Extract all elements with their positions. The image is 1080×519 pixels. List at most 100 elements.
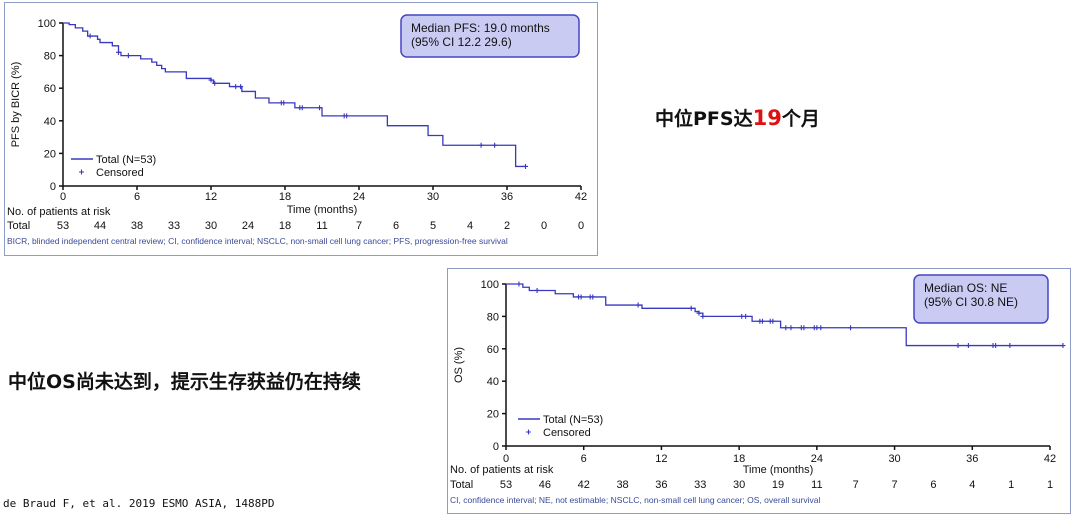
risk-table-title: No. of patients at risk [7, 206, 111, 218]
censor-mark [965, 343, 971, 349]
y-tick-label: 80 [44, 51, 56, 63]
censor-mark [700, 313, 706, 319]
pfs-annotation: 中位PFS达19个月 [655, 104, 820, 131]
risk-count: 2 [504, 220, 510, 232]
legend-total: Total (N=53) [96, 154, 156, 166]
y-tick-label: 60 [44, 83, 56, 95]
x-tick-label: 18 [279, 191, 291, 203]
risk-count: 33 [168, 220, 180, 232]
median-box-text: Median OS: NE [924, 281, 1007, 295]
censor-mark [238, 84, 244, 90]
risk-count: 30 [733, 479, 745, 491]
censor-mark [578, 294, 584, 300]
censor-mark [299, 105, 305, 111]
risk-count: 18 [279, 220, 291, 232]
y-axis-label: OS (%) [453, 347, 465, 383]
censor-mark [208, 77, 214, 83]
risk-count: 53 [57, 220, 69, 232]
censor-mark [955, 343, 961, 349]
risk-count: 4 [467, 220, 473, 232]
censor-mark [478, 142, 484, 148]
risk-table-title: No. of patients at risk [450, 464, 554, 476]
risk-count: 1 [1008, 479, 1014, 491]
risk-count: 46 [539, 479, 551, 491]
risk-count: 11 [316, 220, 327, 232]
x-tick-label: 24 [811, 453, 823, 465]
median-box-text: (95% CI 30.8 NE) [924, 295, 1018, 309]
risk-count: 36 [655, 479, 667, 491]
risk-count: 1 [1047, 479, 1053, 491]
censor-mark [534, 287, 540, 293]
median-box-text: (95% CI 12.2 29.6) [411, 35, 512, 49]
censor-mark [993, 343, 999, 349]
risk-count: 6 [393, 220, 399, 232]
censor-mark [818, 325, 824, 331]
censor-mark [125, 53, 131, 59]
censor-mark [848, 325, 854, 331]
risk-count: 19 [772, 479, 784, 491]
os-annotation: 中位OS尚未达到，提示生存获益仍在持续 [8, 371, 361, 393]
censor-mark [523, 163, 528, 169]
censor-mark [788, 325, 794, 331]
risk-count: 42 [578, 479, 590, 491]
x-tick-label: 0 [503, 453, 509, 465]
pfs-annotation-suffix: 个月 [781, 108, 820, 130]
os-chart-panel: 0 20 40 60 80 100 0 6 12 18 24 30 36 42 OS (%) Time (mo… [447, 268, 1071, 514]
x-tick-label: 12 [655, 453, 667, 465]
censor-mark [783, 325, 789, 331]
x-tick-label: 6 [134, 191, 140, 203]
y-tick-label: 0 [493, 441, 499, 453]
median-box-text: Median PFS: 19.0 months [411, 21, 550, 35]
y-tick-label: 40 [487, 376, 499, 388]
risk-count: 30 [205, 220, 217, 232]
pfs-chart-panel: 0 20 40 60 80 100 0 6 12 18 24 30 36 42 PFS by BICR (%… [4, 2, 598, 256]
censor-mark [759, 318, 765, 324]
y-tick-label: 20 [487, 409, 499, 421]
censor-mark [87, 33, 93, 39]
risk-row-label: Total [7, 220, 30, 232]
censor-mark [770, 318, 776, 324]
km-curve [63, 22, 526, 168]
censor-mark [801, 325, 807, 331]
censor-mark [492, 142, 498, 148]
legend-censor-icon [79, 169, 84, 175]
risk-count: 7 [892, 479, 898, 491]
x-tick-label: 36 [966, 453, 978, 465]
x-tick-label: 30 [888, 453, 900, 465]
censor-mark [516, 281, 522, 287]
risk-count: 0 [578, 220, 584, 232]
censor-mark [696, 310, 702, 316]
legend-total: Total (N=53) [543, 414, 603, 426]
y-tick-label: 100 [38, 18, 56, 30]
footnote: CI, confidence interval; NE, not estimab… [450, 495, 820, 505]
risk-count: 38 [131, 220, 143, 232]
risk-row-label: Total [450, 479, 473, 491]
x-axis-label: Time (months) [287, 204, 358, 216]
os-chart: 0 20 40 60 80 100 0 6 12 18 24 30 36 42 OS (%) Time (mo… [450, 274, 1066, 505]
risk-count: 4 [969, 479, 975, 491]
censor-mark [116, 49, 121, 55]
x-tick-label: 18 [733, 453, 745, 465]
risk-count: 24 [242, 220, 254, 232]
y-tick-label: 80 [487, 311, 499, 323]
x-tick-label: 6 [581, 453, 587, 465]
x-axis-label: Time (months) [743, 464, 814, 476]
pfs-annotation-number: 19 [752, 106, 782, 130]
risk-count: 38 [616, 479, 628, 491]
x-tick-label: 42 [575, 191, 587, 203]
x-tick-label: 42 [1044, 453, 1056, 465]
censor-mark [317, 105, 323, 111]
y-tick-label: 0 [50, 181, 56, 193]
citation: de Braud F, et al. 2019 ESMO ASIA, 1488P… [3, 497, 275, 510]
median-box [400, 14, 580, 58]
x-tick-label: 12 [205, 191, 217, 203]
risk-count: 5 [430, 220, 436, 232]
legend-censored: Censored [543, 427, 591, 439]
risk-count: 53 [500, 479, 512, 491]
censor-mark [212, 80, 218, 86]
x-tick-label: 30 [427, 191, 439, 203]
y-tick-label: 20 [44, 148, 56, 160]
x-tick-label: 24 [353, 191, 365, 203]
censor-mark [688, 305, 694, 311]
